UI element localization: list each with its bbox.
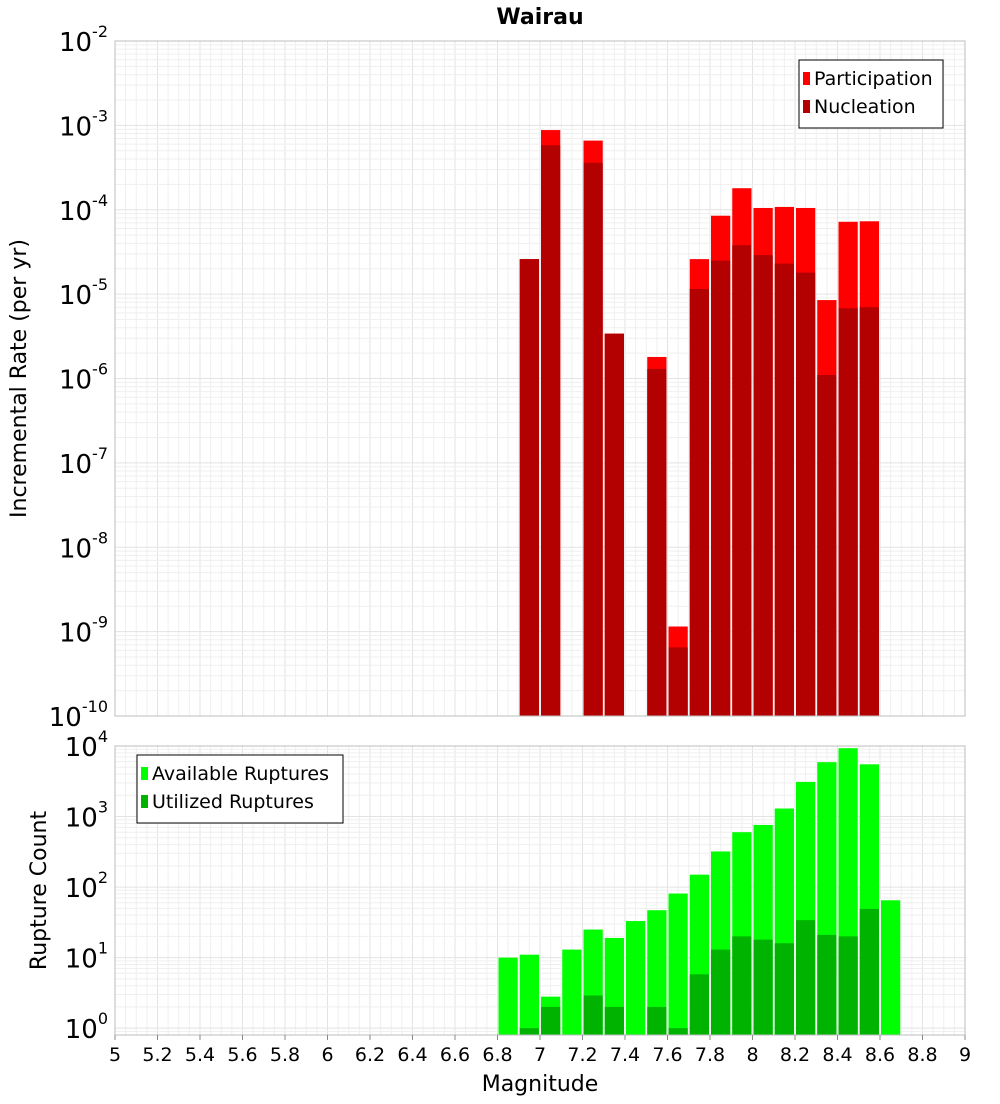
- bar-nucleation: [796, 272, 816, 716]
- y-tick-label: 102: [65, 868, 108, 904]
- y-tick-label: 10-7: [59, 444, 108, 480]
- y-tick-label: 104: [65, 727, 108, 763]
- x-tick-label: 5.6: [227, 1044, 257, 1066]
- x-tick-label: 7.4: [610, 1044, 640, 1066]
- x-tick-label: 6.8: [482, 1044, 512, 1066]
- y-tick-label: 10-9: [59, 613, 108, 649]
- bar-nucleation: [732, 245, 752, 717]
- x-axis-ticks: 5 5.2 5.4 5.6 5.8 6 6.2 6.4 6.6 6.8 7 7.2 7.4 7.6 7.8 8…: [109, 1035, 971, 1066]
- bar-utilized-ruptures: [838, 936, 858, 1035]
- x-tick-label: 6.4: [397, 1044, 427, 1066]
- top-y-axis-label: Incremental Rate (per yr): [7, 239, 32, 518]
- bar-nucleation: [604, 333, 624, 716]
- legend-swatch: [141, 767, 148, 780]
- x-tick-label: 7: [534, 1044, 546, 1066]
- x-tick-label: 9: [959, 1044, 971, 1066]
- bar-utilized-ruptures: [583, 995, 603, 1035]
- top-panel-grid: [114, 41, 966, 717]
- top-panel-bars: [519, 130, 879, 717]
- bar-available-ruptures: [668, 893, 688, 1035]
- bar-nucleation: [859, 307, 879, 716]
- x-tick-label: 7.6: [652, 1044, 682, 1066]
- bottom-legend: Available Ruptures Utilized Ruptures: [136, 754, 344, 824]
- bar-nucleation: [753, 255, 773, 716]
- bar-nucleation: [668, 647, 688, 716]
- bar-nucleation: [519, 259, 539, 716]
- bar-utilized-ruptures: [519, 1028, 539, 1035]
- top-panel-y-ticks: 10-10 10-9 10-8 10-7 10-6 10-5 10-4 10-3 10-2: [49, 22, 108, 733]
- legend-entry: Nucleation: [814, 96, 916, 118]
- bar-utilized-ruptures: [668, 1028, 688, 1035]
- y-tick-label: 101: [65, 939, 108, 975]
- bar-utilized-ruptures: [774, 943, 794, 1035]
- legend-entry: Utilized Ruptures: [152, 791, 314, 813]
- y-tick-label: 10-3: [59, 106, 108, 142]
- bar-available-ruptures: [498, 957, 518, 1035]
- y-tick-label: 10-8: [59, 528, 108, 564]
- x-tick-label: 5: [109, 1044, 121, 1066]
- y-tick-label: 100: [65, 1009, 108, 1045]
- legend-box: [798, 59, 944, 129]
- x-tick-label: 5.2: [142, 1044, 172, 1066]
- bar-nucleation: [583, 162, 603, 716]
- x-tick-label: 8.6: [865, 1044, 895, 1066]
- bar-utilized-ruptures: [796, 920, 816, 1035]
- bottom-panel-y-ticks: 100 101 102 103 104: [65, 727, 108, 1045]
- bottom-panel-bars: [498, 748, 901, 1035]
- y-tick-label: 10-5: [59, 275, 108, 311]
- x-tick-label: 5.4: [185, 1044, 215, 1066]
- bar-nucleation: [838, 308, 858, 716]
- x-tick-label: 6: [321, 1044, 333, 1066]
- x-tick-label: 8: [746, 1044, 758, 1066]
- bar-nucleation: [711, 260, 731, 716]
- chart-title: Wairau: [496, 5, 583, 30]
- bar-utilized-ruptures: [711, 949, 731, 1035]
- bar-available-ruptures: [626, 921, 646, 1035]
- bottom-y-axis-label: Rupture Count: [27, 811, 52, 971]
- y-tick-label: 10-6: [59, 360, 108, 396]
- y-tick-label: 10-2: [59, 22, 108, 58]
- legend-swatch: [803, 100, 810, 113]
- x-tick-label: 7.2: [567, 1044, 597, 1066]
- bar-nucleation: [541, 145, 561, 717]
- y-tick-label: 103: [65, 798, 108, 834]
- legend-box: [136, 754, 344, 824]
- x-tick-label: 6.2: [355, 1044, 385, 1066]
- bar-available-ruptures: [647, 910, 667, 1035]
- bar-nucleation: [647, 368, 667, 716]
- x-tick-label: 8.4: [822, 1044, 852, 1066]
- bar-utilized-ruptures: [541, 1006, 561, 1035]
- x-tick-label: 8.8: [907, 1044, 937, 1066]
- x-tick-label: 6.6: [440, 1044, 470, 1066]
- bar-available-ruptures: [562, 949, 582, 1035]
- bar-utilized-ruptures: [732, 936, 752, 1035]
- top-panel-frame: [114, 40, 966, 717]
- legend-entry: Participation: [814, 68, 933, 90]
- bar-utilized-ruptures: [859, 908, 879, 1035]
- bar-utilized-ruptures: [604, 1006, 624, 1035]
- legend-swatch: [141, 795, 148, 808]
- y-tick-label: 10-4: [59, 191, 108, 227]
- bar-available-ruptures: [519, 954, 539, 1035]
- x-tick-label: 7.8: [695, 1044, 725, 1066]
- bar-utilized-ruptures: [817, 934, 837, 1035]
- bar-available-ruptures: [881, 900, 901, 1035]
- legend-entry: Available Ruptures: [152, 763, 329, 785]
- bar-nucleation: [817, 375, 837, 716]
- top-legend: Participation Nucleation: [798, 59, 944, 129]
- x-axis-label: Magnitude: [482, 1072, 599, 1097]
- x-tick-label: 8.2: [780, 1044, 810, 1066]
- bar-utilized-ruptures: [753, 939, 773, 1035]
- bar-nucleation: [689, 289, 709, 716]
- bar-utilized-ruptures: [647, 1006, 667, 1035]
- legend-swatch: [803, 72, 810, 85]
- x-tick-label: 5.8: [270, 1044, 300, 1066]
- bar-utilized-ruptures: [689, 974, 709, 1035]
- y-tick-label: 10-10: [49, 697, 108, 733]
- bar-nucleation: [774, 263, 794, 716]
